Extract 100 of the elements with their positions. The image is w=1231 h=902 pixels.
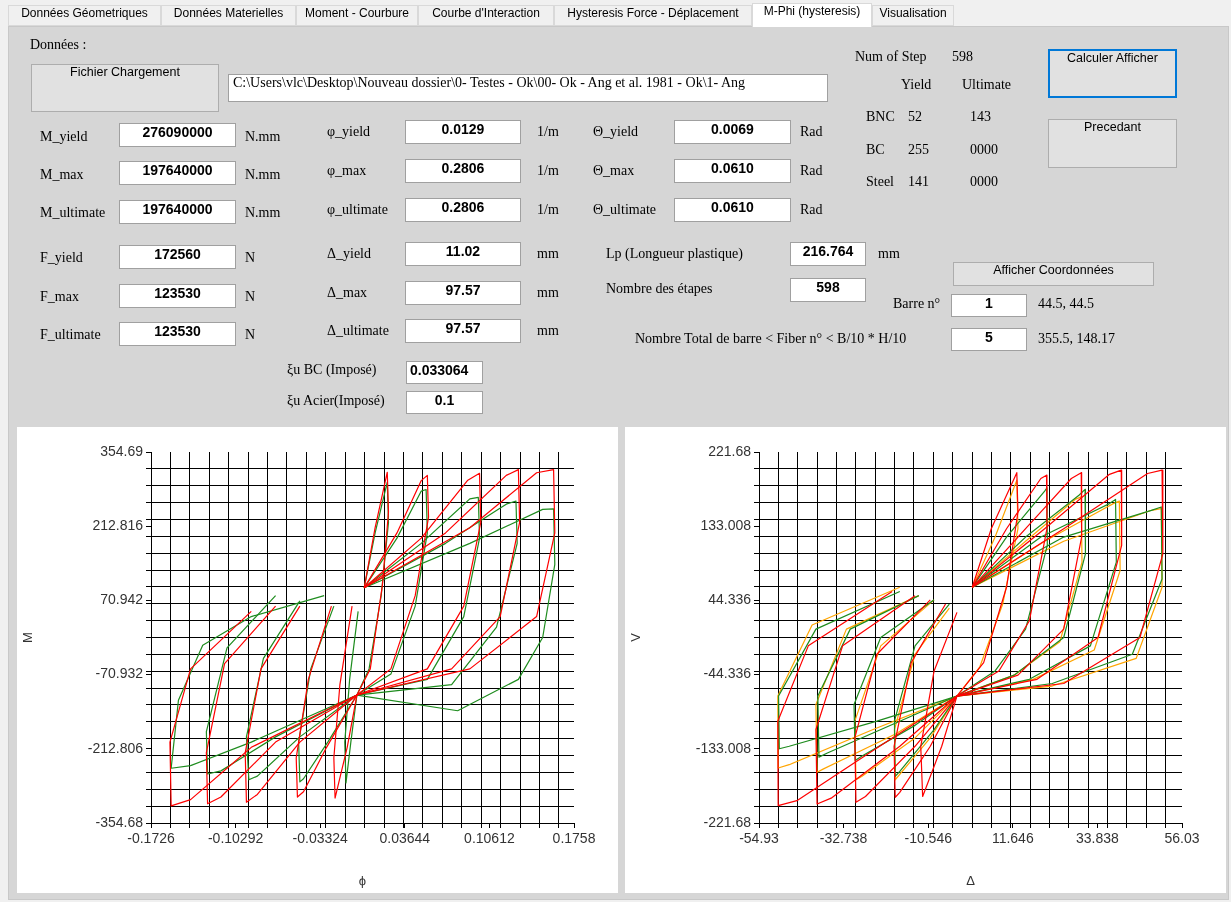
text: 355.5, 148.17: [1038, 331, 1115, 347]
text: 598: [790, 278, 866, 302]
x-tick-label: 0.1758: [552, 830, 596, 847]
text: 0.1: [406, 391, 483, 414]
text: 143: [970, 109, 991, 125]
text: 0.0129: [405, 120, 521, 144]
text: 1: [951, 294, 1027, 317]
text: M-Phi (hysteresis): [752, 3, 872, 27]
text: 0.0610: [674, 159, 791, 183]
text: Num of Step: [855, 49, 927, 65]
text: Rad: [800, 163, 823, 179]
x-tick-label: -0.03324: [292, 830, 349, 847]
y-tick-label: 70.942: [100, 591, 144, 608]
text: Θ_yield: [593, 124, 639, 140]
text: 276090000: [119, 123, 236, 147]
y-tick-label: -44.336: [703, 665, 752, 682]
text: 1/m: [537, 124, 559, 140]
text: 123530: [119, 284, 236, 308]
text: Fichier Chargement: [31, 64, 219, 112]
text: BNC: [866, 109, 895, 125]
text: N.mm: [245, 167, 281, 183]
x-axis-title: Δ: [966, 872, 976, 888]
text: Rad: [800, 202, 823, 218]
text: Ultimate: [962, 77, 1011, 93]
text: Δ_max: [327, 285, 368, 301]
text: 255: [908, 142, 929, 158]
y-tick-label: -212.806: [87, 739, 144, 756]
y-tick-label: -221.68: [703, 813, 752, 830]
text: N.mm: [245, 205, 281, 221]
text: Lp (Longueur plastique): [606, 246, 743, 262]
y-axis-title: V: [628, 632, 644, 642]
text: 0.0610: [674, 198, 791, 222]
text: 1/m: [537, 163, 559, 179]
x-tick-label: 56.03: [1164, 830, 1200, 847]
y-tick-label: 212.816: [92, 517, 144, 534]
text: Données Materielles: [161, 5, 296, 26]
y-tick-label: -133.008: [695, 739, 752, 756]
text: mm: [537, 285, 559, 301]
text: 172560: [119, 245, 236, 269]
text: 44.5, 44.5: [1038, 296, 1094, 312]
text: M_max: [40, 167, 84, 183]
text: Données :: [30, 37, 87, 53]
text: Courbe d'Interaction: [418, 5, 554, 26]
text: N: [245, 289, 256, 305]
x-tick-label: -32.738: [819, 830, 868, 847]
text: 5: [951, 328, 1027, 351]
text: 598: [952, 49, 973, 65]
text: 0.2806: [405, 198, 521, 222]
text: F_yield: [40, 250, 83, 266]
text: mm: [537, 323, 559, 339]
text: Δ_yield: [327, 246, 371, 262]
x-tick-label: 0.03644: [379, 830, 431, 847]
x-axis-title: ϕ: [358, 872, 367, 888]
text: N.mm: [245, 129, 281, 145]
x-tick-label: 11.646: [991, 830, 1034, 847]
text: 0.0069: [674, 120, 791, 144]
text: M_yield: [40, 129, 88, 145]
x-tick-label: -54.93: [739, 830, 780, 847]
text: BC: [866, 142, 885, 158]
text: 97.57: [405, 319, 521, 343]
text: Θ_max: [593, 163, 635, 179]
y-tick-label: -354.68: [95, 813, 144, 830]
text: 216.764: [790, 242, 866, 266]
y-axis-title: M: [20, 632, 36, 643]
text: Δ_ultimate: [327, 323, 389, 339]
x-tick-label: 33.838: [1075, 830, 1120, 847]
text: Barre n°: [893, 296, 941, 312]
text: 11.02: [405, 242, 521, 266]
text: Steel: [866, 174, 894, 190]
text: Données Géometriques: [8, 5, 161, 26]
text: ξu BC (Imposé): [287, 362, 377, 378]
text: F_ultimate: [40, 327, 101, 343]
text: Rad: [800, 124, 823, 140]
x-tick-label: -10.546: [904, 830, 953, 847]
text: Precedant: [1048, 119, 1177, 168]
x-tick-label: -0.10292: [207, 830, 264, 847]
y-tick-label: -70.932: [95, 665, 144, 682]
x-tick-label: 0.10612: [464, 830, 515, 847]
text: φ_ultimate: [327, 202, 388, 218]
text: 141: [908, 174, 929, 190]
text: Θ_ultimate: [593, 202, 656, 218]
text: 1/m: [537, 202, 559, 218]
text: Hysteresis Force - Déplacement: [554, 5, 752, 26]
text: Calculer Afficher: [1048, 49, 1177, 98]
text: Afficher Coordonnées: [953, 262, 1154, 286]
text: mm: [537, 246, 559, 262]
text: 197640000: [119, 200, 236, 224]
text: N: [245, 250, 256, 266]
text: mm: [878, 246, 900, 262]
text: 0.033064: [406, 361, 483, 384]
text: 197640000: [119, 161, 236, 185]
y-tick-label: 354.69: [100, 442, 144, 459]
text: Nombre Total de barre < Fiber n° < B/10 * H/10: [635, 331, 907, 347]
text: φ_max: [327, 163, 367, 179]
text: Nombre des étapes: [606, 281, 713, 297]
text: F_max: [40, 289, 79, 305]
text: ξu Acier(Imposé): [287, 393, 385, 409]
text: 0.2806: [405, 159, 521, 183]
text: M_ultimate: [40, 205, 106, 221]
text: φ_yield: [327, 124, 371, 140]
